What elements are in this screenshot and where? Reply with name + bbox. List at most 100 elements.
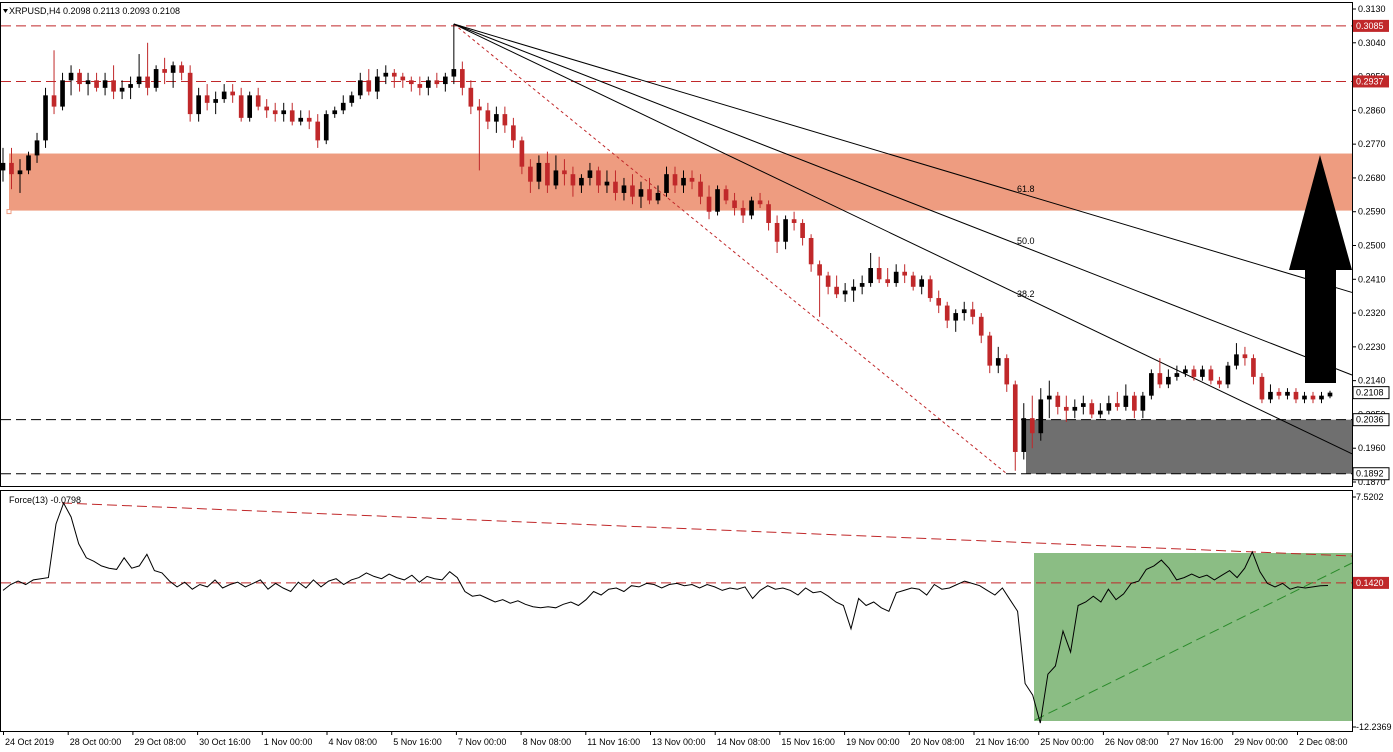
- candle-body: [825, 275, 831, 287]
- collapse-triangle-icon[interactable]: [3, 9, 8, 13]
- candle-body: [672, 174, 678, 186]
- candle-body: [136, 76, 142, 85]
- candle-body: [1063, 406, 1069, 411]
- candle-body: [1293, 391, 1299, 400]
- time-tick-label: 27 Nov 16:00: [1170, 737, 1224, 747]
- level-tag-bg: [1353, 19, 1389, 32]
- candle-body: [740, 207, 746, 216]
- candle-body: [978, 316, 984, 336]
- time-tick-label: 5 Nov 16:00: [393, 737, 442, 747]
- price-tick-label: 0.2770: [1358, 139, 1386, 149]
- candle-body: [60, 80, 65, 107]
- candle-body: [1072, 406, 1078, 411]
- candle-body: [349, 95, 355, 103]
- candle-body: [196, 95, 201, 115]
- candle-body: [647, 189, 652, 201]
- price-title: XRPUSD,H4 0.2098 0.2113 0.2093 0.2108: [9, 6, 180, 16]
- candle-body: [953, 313, 959, 321]
- candle-body: [128, 84, 133, 88]
- candle-body: [893, 271, 899, 284]
- candle-body: [596, 170, 601, 186]
- candle-body: [77, 72, 82, 85]
- time-tick-label: 15 Nov 16:00: [781, 737, 835, 747]
- price-tick-label: 0.2860: [1358, 105, 1386, 115]
- level-tag: 0.1892: [1356, 469, 1384, 479]
- candle-body: [170, 65, 176, 73]
- candle-body: [876, 268, 882, 280]
- candle-body: [451, 69, 457, 77]
- candle-body: [1115, 403, 1120, 407]
- candle-body: [1302, 395, 1307, 400]
- candle-body: [1080, 403, 1086, 407]
- candle-body: [1132, 395, 1137, 411]
- candle-body: [145, 76, 150, 88]
- candle-body: [43, 95, 48, 141]
- candle-body: [842, 290, 848, 295]
- candle-body: [357, 80, 363, 96]
- price-panel-frame: [0, 2, 1353, 487]
- candle-body: [1268, 391, 1273, 400]
- candle-body: [340, 102, 346, 111]
- time-tick-label: 19 Nov 00:00: [846, 737, 900, 747]
- candle-body: [204, 95, 210, 103]
- force-level-tag-bg: [1353, 576, 1389, 589]
- candle-body: [1319, 395, 1324, 400]
- candle-body: [817, 264, 822, 276]
- candle-body: [255, 95, 261, 107]
- time-tick-label: 25 Nov 00:00: [1040, 737, 1094, 747]
- fan-label-50.0: 50.0: [1017, 236, 1035, 246]
- up-arrow-annotation: [1289, 155, 1352, 383]
- candle-body: [1089, 403, 1095, 415]
- candle-body: [1123, 395, 1129, 407]
- candle-body: [443, 76, 448, 85]
- candle-body: [1012, 384, 1018, 452]
- candle-body: [1029, 418, 1035, 434]
- candle-body: [1149, 373, 1154, 396]
- candle-body: [774, 222, 780, 242]
- candle-body: [247, 95, 253, 118]
- candle-body: [1242, 354, 1248, 359]
- level-tag-bg: [1352, 467, 1390, 481]
- candle-body: [927, 279, 933, 299]
- candle-body: [281, 110, 287, 115]
- price-tick-label: 0.2590: [1358, 207, 1386, 217]
- candle-body: [613, 181, 618, 193]
- resistance-zone: [9, 153, 1352, 211]
- time-tick-label: 1 Nov 00:00: [264, 737, 313, 747]
- candle-body: [502, 114, 508, 126]
- time-tick-label: 21 Nov 16:00: [976, 737, 1030, 747]
- force-tick-label: -12.2369: [1356, 722, 1392, 732]
- candle-body: [1285, 391, 1290, 396]
- candles: [0, 24, 1333, 471]
- candle-body: [1157, 373, 1163, 385]
- candle-body: [706, 196, 712, 212]
- candle-body: [272, 110, 278, 115]
- candle-body: [1021, 418, 1027, 452]
- candle-body: [306, 117, 312, 122]
- time-tick-label: 13 Nov 00:00: [652, 737, 706, 747]
- candle-body: [400, 76, 406, 81]
- time-tick-label: 24 Oct 2019: [5, 737, 54, 747]
- force-zone: [1034, 553, 1352, 721]
- candle-body: [162, 69, 167, 73]
- candle-body: [511, 125, 516, 141]
- candle-body: [434, 80, 440, 85]
- candle-body: [995, 358, 1001, 366]
- candle-body: [85, 80, 91, 85]
- candle-body: [26, 155, 31, 171]
- candle-body: [800, 222, 805, 238]
- candle-body: [868, 268, 873, 284]
- time-tick-label: 28 Oct 00:00: [70, 737, 122, 747]
- candle-body: [621, 185, 627, 193]
- candle-body: [468, 87, 474, 107]
- price-tick-label: 0.3130: [1358, 4, 1386, 14]
- candle-body: [1310, 395, 1316, 400]
- candle-body: [1191, 369, 1197, 377]
- candle-body: [936, 298, 942, 306]
- candle-body: [1208, 369, 1214, 381]
- candle-body: [323, 114, 329, 141]
- candle-body: [383, 72, 389, 77]
- candle-body: [1106, 403, 1112, 411]
- force-resistance-trendline: [61, 502, 1353, 557]
- candle-body: [749, 200, 754, 216]
